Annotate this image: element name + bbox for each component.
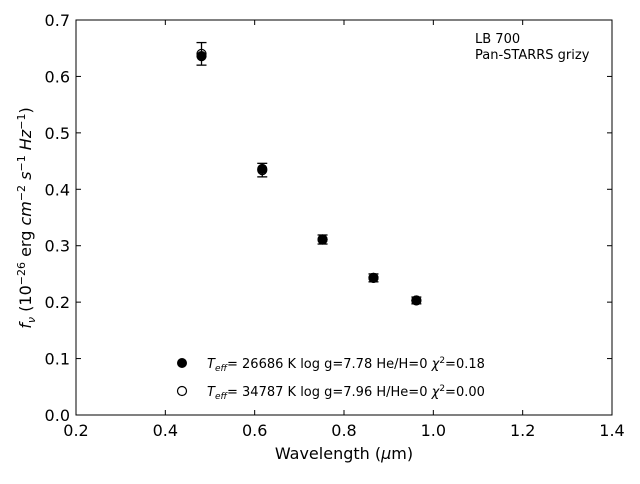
- x-tick-label: 1.4: [599, 421, 624, 440]
- x-axis-title: Wavelength (μm): [275, 444, 413, 463]
- model-point-filled: [317, 234, 328, 245]
- model-point-filled: [411, 295, 422, 306]
- plot-area: [75, 19, 613, 416]
- y-tick-label: 0.4: [45, 180, 70, 199]
- x-tick-label: 0.2: [63, 421, 88, 440]
- y-axis-title: fν (10−26 erg cm−2 s−1 Hz−1): [15, 107, 38, 328]
- legend-marker-filled: [177, 358, 187, 368]
- y-tick-label: 0.3: [45, 237, 70, 256]
- x-tick-label: 0.8: [331, 421, 356, 440]
- x-axis: 0.2 0.4 0.6 0.8 1.0 1.2 1.4: [63, 20, 625, 440]
- legend-marker-open: [176, 385, 188, 397]
- x-tick-label: 1.0: [421, 421, 446, 440]
- y-tick-label: 0.7: [45, 11, 70, 30]
- legend: Teff= 26686 K log g=7.78 He/H=0 χ2=0.18 …: [176, 356, 485, 402]
- y-tick-label: 0.2: [45, 293, 70, 312]
- y-tick-label: 0.0: [45, 406, 70, 425]
- y-tick-label: 0.5: [45, 124, 70, 143]
- annotation-object: LB 700: [475, 32, 520, 47]
- y-tick-label: 0.6: [45, 67, 70, 86]
- model-point-filled: [196, 51, 207, 62]
- x-tick-label: 0.4: [153, 421, 178, 440]
- legend-entry-2: Teff= 34787 K log g=7.96 H/He=0 χ2=0.00: [207, 384, 485, 402]
- model-point-filled: [368, 272, 379, 283]
- model-point-filled: [257, 163, 268, 175]
- legend-entry-1: Teff= 26686 K log g=7.78 He/H=0 χ2=0.18: [207, 356, 485, 374]
- x-tick-label: 1.2: [510, 421, 535, 440]
- y-tick-label: 0.1: [45, 350, 70, 369]
- x-tick-label: 0.6: [242, 421, 267, 440]
- y-axis: 0.0 0.1 0.2 0.3 0.4 0.5 0.6 0.7: [45, 11, 612, 425]
- annotation-survey: Pan-STARRS grizy: [475, 48, 590, 63]
- data-points: [196, 48, 422, 306]
